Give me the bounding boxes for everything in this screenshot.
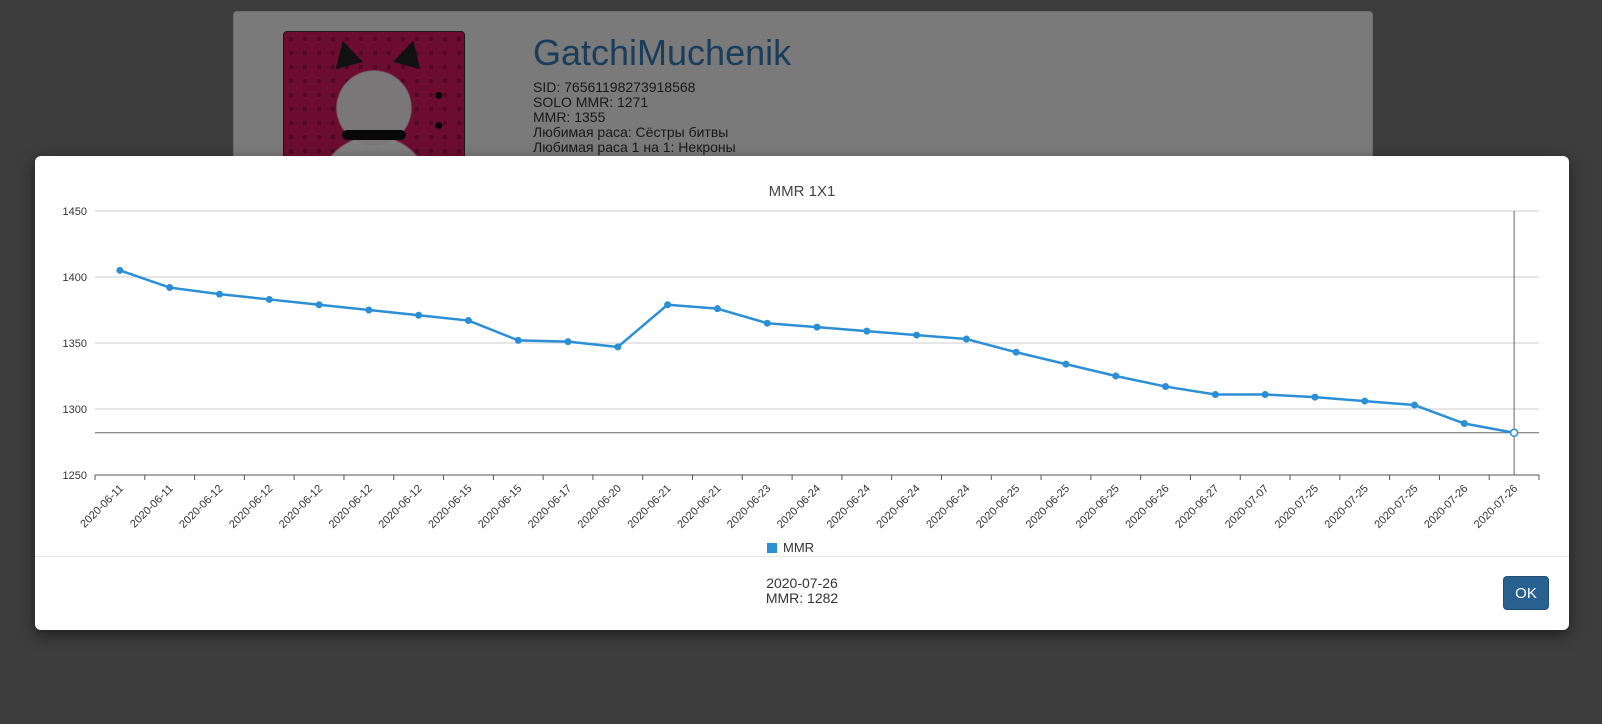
data-point[interactable] bbox=[564, 338, 572, 346]
x-tick-label: 2020-06-15 bbox=[426, 483, 474, 531]
chart-modal: MMR 1X1 1250 1300 1350 1400 1450 2020-06-11 2… bbox=[35, 156, 1569, 630]
x-tick-label: 2020-07-25 bbox=[1323, 483, 1371, 531]
data-point[interactable] bbox=[265, 295, 273, 303]
data-point[interactable] bbox=[1411, 401, 1419, 409]
x-tick-label: 2020-06-12 bbox=[376, 483, 424, 531]
x-tick-label: 2020-06-12 bbox=[227, 483, 275, 531]
legend-label: MMR bbox=[783, 540, 814, 555]
data-point[interactable] bbox=[166, 284, 174, 292]
chart-grid bbox=[95, 210, 1539, 476]
x-tick-label: 2020-06-21 bbox=[625, 483, 673, 531]
x-tick-label: 2020-06-21 bbox=[675, 483, 723, 531]
selected-point-mmr: MMR: 1282 bbox=[765, 590, 839, 606]
data-point[interactable] bbox=[315, 301, 323, 309]
ok-button[interactable]: OK bbox=[1503, 576, 1549, 610]
chart-legend[interactable]: MMR bbox=[767, 540, 814, 555]
legend-swatch bbox=[767, 543, 777, 553]
data-point[interactable] bbox=[464, 317, 472, 325]
data-point[interactable] bbox=[415, 311, 423, 319]
x-axis-ticks: 2020-06-11 2020-06-11 2020-06-12 2020-06-12… bbox=[78, 475, 1540, 531]
x-tick-label: 2020-06-23 bbox=[725, 483, 773, 531]
x-tick-label: 2020-06-11 bbox=[128, 483, 176, 531]
data-point[interactable] bbox=[1311, 393, 1319, 401]
data-point[interactable] bbox=[1012, 348, 1020, 356]
x-tick-label: 2020-06-27 bbox=[1173, 483, 1221, 531]
modal-footer-divider bbox=[35, 556, 1569, 557]
x-tick-label: 2020-06-12 bbox=[177, 483, 225, 531]
x-tick-label: 2020-07-26 bbox=[1422, 483, 1470, 531]
x-tick-label: 2020-06-25 bbox=[974, 483, 1022, 531]
data-point[interactable] bbox=[962, 335, 970, 343]
x-tick-label: 2020-06-11 bbox=[78, 483, 126, 531]
x-tick-label: 2020-06-24 bbox=[924, 483, 972, 531]
data-point[interactable] bbox=[514, 336, 522, 344]
y-tick-label: 1450 bbox=[63, 206, 87, 218]
data-point[interactable] bbox=[215, 290, 223, 298]
x-tick-label: 2020-07-25 bbox=[1372, 483, 1420, 531]
data-point[interactable] bbox=[116, 266, 124, 274]
data-point[interactable] bbox=[713, 305, 721, 313]
selected-point-date: 2020-07-26 bbox=[766, 575, 838, 591]
data-point[interactable] bbox=[1211, 390, 1219, 398]
series-line-mmr bbox=[119, 269, 1515, 434]
data-point[interactable] bbox=[365, 306, 373, 314]
x-tick-label: 2020-06-26 bbox=[1123, 483, 1171, 531]
data-point[interactable] bbox=[614, 343, 622, 351]
data-point[interactable] bbox=[1162, 383, 1170, 391]
x-tick-label: 2020-06-20 bbox=[576, 483, 624, 531]
x-tick-label: 2020-07-07 bbox=[1223, 483, 1271, 531]
x-tick-label: 2020-06-15 bbox=[476, 483, 524, 531]
data-point[interactable] bbox=[1460, 420, 1468, 428]
x-tick-label: 2020-06-17 bbox=[526, 483, 574, 531]
y-axis-ticks: 1250 1300 1350 1400 1450 bbox=[63, 206, 87, 482]
data-point[interactable] bbox=[1361, 397, 1369, 405]
x-tick-label: 2020-06-24 bbox=[874, 483, 922, 531]
data-point[interactable] bbox=[664, 301, 672, 309]
data-point[interactable] bbox=[913, 331, 921, 339]
data-point[interactable] bbox=[1261, 390, 1269, 398]
y-tick-label: 1350 bbox=[63, 338, 87, 350]
data-point[interactable] bbox=[763, 319, 771, 327]
data-point[interactable] bbox=[1112, 372, 1120, 380]
x-tick-label: 2020-07-26 bbox=[1472, 483, 1520, 531]
x-tick-label: 2020-06-12 bbox=[327, 483, 375, 531]
x-tick-label: 2020-06-12 bbox=[277, 483, 325, 531]
data-point[interactable] bbox=[1062, 360, 1070, 368]
chart-series bbox=[95, 211, 1539, 475]
x-tick-label: 2020-06-24 bbox=[825, 483, 873, 531]
data-point-selected[interactable] bbox=[1509, 428, 1519, 438]
chart-title: MMR 1X1 bbox=[769, 183, 836, 200]
x-tick-label: 2020-06-24 bbox=[775, 483, 823, 531]
y-tick-label: 1300 bbox=[63, 404, 87, 416]
y-tick-label: 1400 bbox=[63, 272, 87, 284]
data-point[interactable] bbox=[863, 327, 871, 335]
x-tick-label: 2020-07-25 bbox=[1273, 483, 1321, 531]
data-point[interactable] bbox=[813, 323, 821, 331]
x-tick-label: 2020-06-25 bbox=[1074, 483, 1122, 531]
y-tick-label: 1250 bbox=[63, 470, 87, 482]
x-tick-label: 2020-06-25 bbox=[1024, 483, 1072, 531]
selected-point-info: 2020-07-26 MMR: 1282 bbox=[35, 576, 1569, 606]
